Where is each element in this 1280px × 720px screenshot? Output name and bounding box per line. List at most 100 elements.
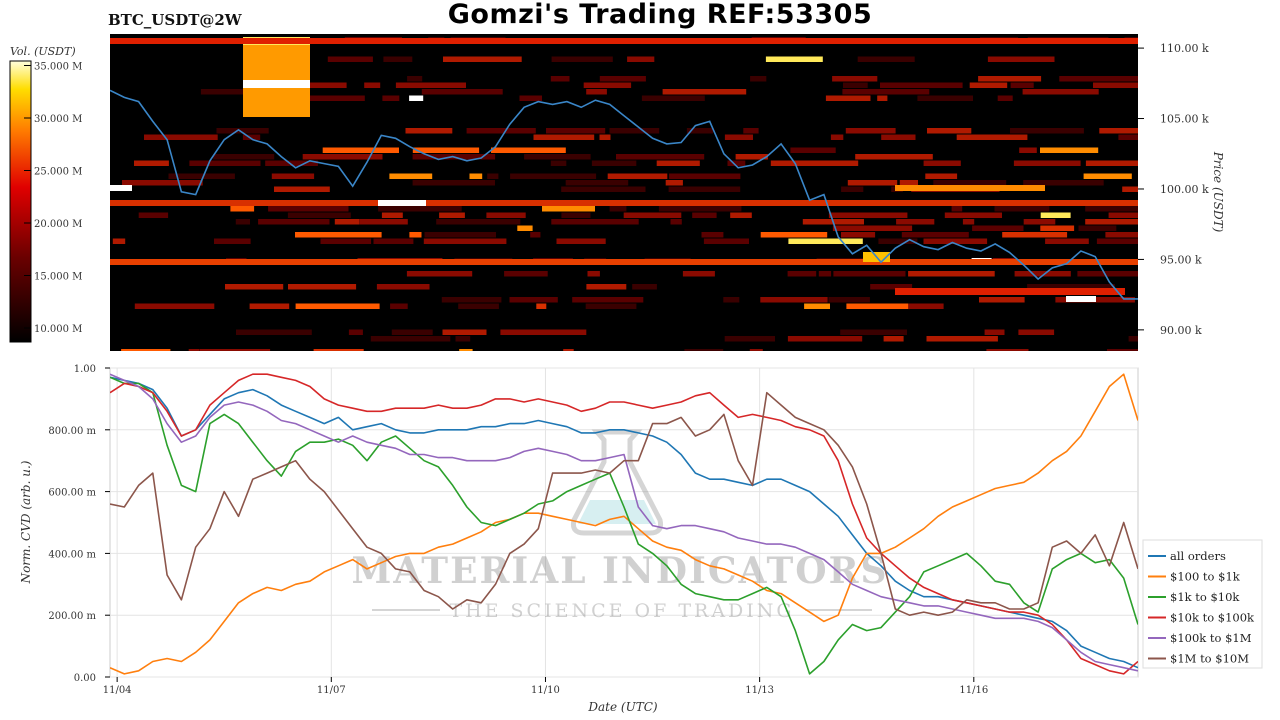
heatmap-cell — [519, 95, 542, 101]
heatmap-band — [110, 185, 132, 191]
heatmap-cell — [760, 232, 828, 238]
heatmap-cell — [899, 180, 918, 186]
heatmap-cell — [225, 284, 284, 290]
heatmap-cell — [878, 238, 918, 244]
heatmap-cell — [841, 232, 876, 238]
heatmap-cell — [258, 219, 330, 225]
heatmap-cell — [1040, 212, 1071, 218]
heatmap-cell — [550, 160, 567, 166]
legend-label: $100 to $1k — [1170, 570, 1241, 584]
heatmap-cell — [686, 128, 713, 134]
y-tick-label: 600.00 m — [48, 488, 96, 499]
heatmap-cell — [1010, 128, 1084, 134]
colorbar-tick-label: 25.000 M — [34, 167, 82, 178]
heatmap-cell — [735, 154, 768, 160]
heatmap-cell — [1085, 160, 1138, 166]
heatmap-cell — [830, 134, 844, 140]
heatmap-cell — [134, 160, 169, 166]
heatmap-cell — [599, 76, 646, 82]
heatmap-cell — [565, 180, 629, 186]
legend-label: $10k to $100k — [1170, 611, 1255, 625]
heatmap-cell — [972, 225, 1024, 231]
heatmap-cell — [724, 336, 775, 342]
heatmap-cell — [455, 336, 471, 342]
heatmap-cell — [877, 95, 888, 101]
heatmap-cell — [295, 232, 382, 238]
heatmap-cell — [214, 238, 251, 244]
heatmap-cell — [466, 128, 536, 134]
heatmap-cell — [1040, 147, 1099, 153]
heatmap-cell — [459, 349, 473, 351]
heatmap-cell — [788, 238, 863, 244]
heatmap-cell — [373, 238, 414, 244]
heatmap-cell — [986, 349, 1029, 351]
heatmap-cell — [563, 349, 574, 351]
series-line--1k-to-10k — [110, 376, 1138, 675]
heatmap-panel: 90.00 k 95.00 k 100.00 k 105.00 k 110.00 k P… — [110, 34, 1225, 351]
heatmap-cell — [1023, 219, 1056, 225]
flask-liquid-icon — [578, 500, 656, 524]
heatmap-cell — [378, 206, 462, 212]
colorbar-ticks: 10.000 M 15.000 M 20.000 M 25.000 M 30.000 M… — [24, 62, 82, 335]
heatmap-cell — [1014, 271, 1071, 277]
heatmap-cell — [1107, 349, 1138, 351]
heatmap-cell — [599, 134, 611, 140]
heatmap-cell — [550, 76, 570, 82]
heatmap-cell — [138, 212, 169, 218]
heatmap-cell — [391, 329, 433, 335]
heatmap-cell — [828, 212, 908, 218]
heatmap-cell — [442, 329, 487, 335]
x-tick-label: 11/10 — [531, 685, 560, 696]
heatmap-cell — [609, 206, 627, 212]
cvd-panel: MATERIAL INDICATORS THE SCIENCE OF TRADI… — [19, 364, 1139, 714]
heatmap-band — [110, 259, 1138, 265]
heatmap-cell — [424, 232, 496, 238]
heatmap-cell — [727, 160, 746, 166]
price-tick-label: 105.00 k — [1160, 113, 1209, 126]
heatmap-cell — [389, 173, 433, 179]
heatmap-cell — [760, 297, 828, 303]
price-tick-label: 110.00 k — [1160, 42, 1209, 55]
heatmap-cell — [1010, 82, 1034, 88]
heatmap-cell — [561, 212, 591, 218]
colorbar-label: Vol. (USDT) — [10, 45, 76, 58]
heatmap-cell — [1027, 284, 1115, 290]
heatmap-cell — [551, 219, 639, 225]
heatmap-cell — [1022, 89, 1099, 95]
heatmap-cell — [409, 232, 422, 238]
heatmap-cell — [242, 134, 261, 140]
heatmap-cell — [322, 147, 399, 153]
colorbar-tick-label: 30.000 M — [34, 114, 82, 125]
heatmap-cell — [546, 128, 606, 134]
colorbar-tick-label: 20.000 M — [34, 219, 82, 230]
legend-label: $1k to $10k — [1170, 590, 1240, 604]
y-tick-label: 800.00 m — [48, 426, 96, 437]
heatmap-cell — [632, 284, 657, 290]
heatmap-cell — [1023, 180, 1104, 186]
heatmap-cell — [265, 160, 290, 166]
heatmap-cell — [536, 303, 547, 309]
heatmap-cell — [591, 160, 637, 166]
heatmap-cell — [979, 297, 1025, 303]
heatmap-cell — [572, 297, 644, 303]
heatmap-cell — [923, 160, 961, 166]
price-axis: 90.00 k 95.00 k 100.00 k 105.00 k 110.00 k — [1138, 42, 1209, 337]
heatmap-cell — [724, 134, 753, 140]
series-line--100-to-1k — [110, 373, 1138, 675]
heatmap-cell — [730, 212, 752, 218]
heatmap-cell — [585, 303, 637, 309]
symbol-label: BTC_USDT@2W — [108, 11, 242, 29]
heatmap-cell — [334, 219, 360, 225]
heatmap-cell — [439, 212, 465, 218]
watermark-line1: MATERIAL INDICATORS — [351, 550, 888, 592]
heatmap-cell — [804, 303, 830, 309]
cvd-x-axis: 11/04 11/07 11/10 11/13 11/16 — [103, 677, 988, 696]
heatmap-cell — [880, 82, 963, 88]
series-line--1m-to-10m — [110, 391, 1138, 616]
heatmap-cell — [382, 95, 400, 101]
heatmap-cell — [364, 82, 381, 88]
legend-label: all orders — [1170, 549, 1226, 563]
heatmap-cell — [665, 180, 683, 186]
heatmap-cell — [641, 95, 705, 101]
